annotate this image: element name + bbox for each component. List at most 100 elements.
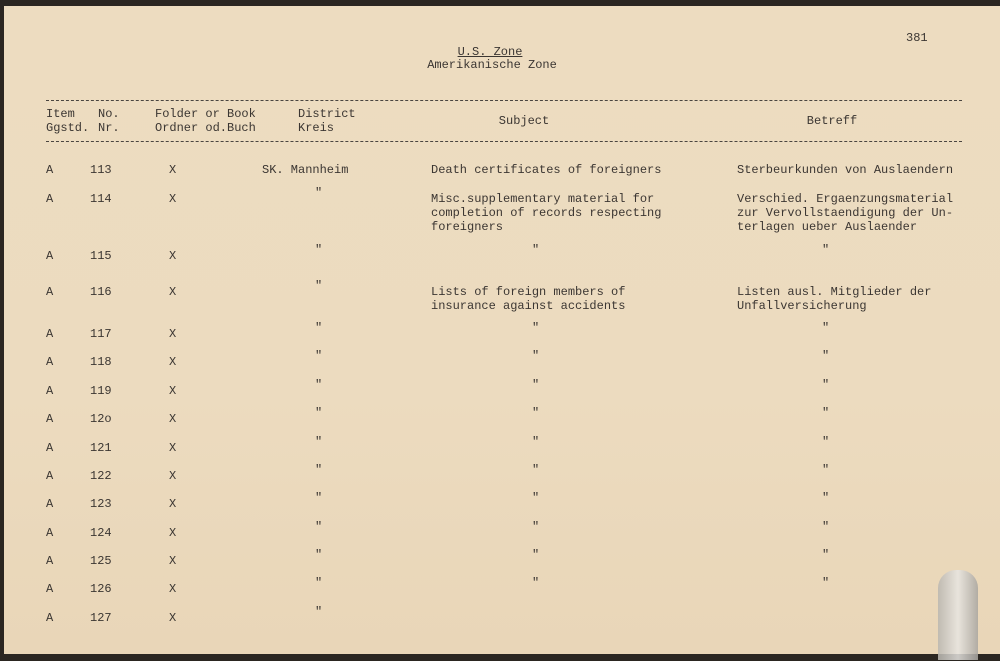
cell-folder: X [169, 497, 177, 511]
cell-district: " [315, 576, 323, 590]
col-header-subject: Subject [498, 114, 550, 128]
cell-betreff: " [822, 378, 830, 392]
cell-item: A [46, 412, 54, 426]
cell-item: A [46, 526, 54, 540]
cell-folder: X [169, 554, 177, 568]
cell-subject: " [532, 243, 540, 257]
cell-betreff: " [822, 520, 830, 534]
heading-zone-german: Amerikanische Zone [427, 58, 557, 72]
col-header-item: Item Ggstd. [46, 107, 90, 135]
cell-no: 125 [90, 554, 112, 568]
col-header-district: District Kreis [298, 107, 356, 135]
cell-betreff: " [822, 491, 830, 505]
cell-betreff: Sterbeurkunden von Auslaendern [737, 163, 954, 177]
cell-item: A [46, 554, 54, 568]
cell-no: 12o [90, 412, 112, 426]
cell-district: " [315, 279, 323, 293]
cell-item: A [46, 163, 54, 177]
cell-no: 126 [90, 582, 112, 596]
cell-district: " [315, 548, 323, 562]
cell-no: 122 [90, 469, 112, 483]
cell-district: " [315, 186, 323, 200]
cell-no: 114 [90, 192, 112, 206]
cell-folder: X [169, 412, 177, 426]
cell-betreff: " [822, 576, 830, 590]
cell-betreff: " [822, 463, 830, 477]
cell-district: " [315, 243, 323, 257]
cell-subject: " [532, 491, 540, 505]
cell-no: 117 [90, 327, 112, 341]
col-header-betreff: Betreff [806, 114, 858, 128]
cell-subject: " [532, 520, 540, 534]
cell-folder: X [169, 469, 177, 483]
cell-betreff: Verschied. Ergaenzungsmaterial zur Vervo… [737, 192, 954, 234]
cell-no: 115 [90, 249, 112, 263]
cell-subject: Death certificates of foreigners [431, 163, 662, 177]
cell-no: 123 [90, 497, 112, 511]
cell-subject: " [532, 406, 540, 420]
cell-no: 116 [90, 285, 112, 299]
cell-no: 113 [90, 163, 112, 177]
cell-folder: X [169, 327, 177, 341]
cell-subject: " [532, 378, 540, 392]
binder-tab [938, 570, 978, 660]
cell-betreff: Listen ausl. Mitglieder der Unfallversic… [737, 285, 932, 313]
cell-betreff: " [822, 349, 830, 363]
cell-item: A [46, 192, 54, 206]
cell-betreff: " [822, 406, 830, 420]
divider-top [46, 100, 962, 101]
cell-item: A [46, 582, 54, 596]
cell-item: A [46, 611, 54, 625]
document-page: 381 U.S. Zone Amerikanische Zone Item Gg… [4, 6, 1000, 660]
page-number: 381 [906, 31, 928, 45]
col-header-no: No. Nr. [98, 107, 120, 135]
cell-folder: X [169, 441, 177, 455]
cell-folder: X [169, 355, 177, 369]
cell-item: A [46, 441, 54, 455]
cell-betreff: " [822, 243, 830, 257]
cell-folder: X [169, 611, 177, 625]
cell-no: 119 [90, 384, 112, 398]
cell-subject: " [532, 349, 540, 363]
cell-betreff: " [822, 435, 830, 449]
cell-item: A [46, 384, 54, 398]
cell-item: A [46, 327, 54, 341]
cell-district: " [315, 491, 323, 505]
cell-item: A [46, 497, 54, 511]
heading-zone: U.S. Zone [457, 45, 523, 59]
cell-no: 121 [90, 441, 112, 455]
cell-subject: " [532, 321, 540, 335]
cell-folder: X [169, 192, 177, 206]
cell-item: A [46, 249, 54, 263]
cell-subject: " [532, 463, 540, 477]
cell-district: " [315, 435, 323, 449]
cell-subject: " [532, 435, 540, 449]
cell-district: " [315, 605, 323, 619]
cell-district: " [315, 520, 323, 534]
cell-folder: X [169, 249, 177, 263]
cell-folder: X [169, 163, 177, 177]
cell-item: A [46, 355, 54, 369]
cell-folder: X [169, 285, 177, 299]
col-header-folder: Folder or Book Ordner od.Buch [155, 107, 256, 135]
cell-folder: X [169, 582, 177, 596]
cell-no: 127 [90, 611, 112, 625]
cell-district: SK. Mannheim [262, 163, 349, 177]
cell-district: " [315, 406, 323, 420]
cell-no: 118 [90, 355, 112, 369]
cell-folder: X [169, 384, 177, 398]
cell-district: " [315, 349, 323, 363]
cell-item: A [46, 285, 54, 299]
cell-betreff: " [822, 548, 830, 562]
cell-subject: Lists of foreign members of insurance ag… [431, 285, 626, 313]
cell-folder: X [169, 526, 177, 540]
cell-betreff: " [822, 321, 830, 335]
cell-subject: " [532, 548, 540, 562]
cell-district: " [315, 321, 323, 335]
cell-no: 124 [90, 526, 112, 540]
cell-subject: Misc.supplementary material for completi… [431, 192, 662, 234]
cell-district: " [315, 378, 323, 392]
cell-subject: " [532, 576, 540, 590]
divider-header [46, 141, 962, 142]
cell-item: A [46, 469, 54, 483]
